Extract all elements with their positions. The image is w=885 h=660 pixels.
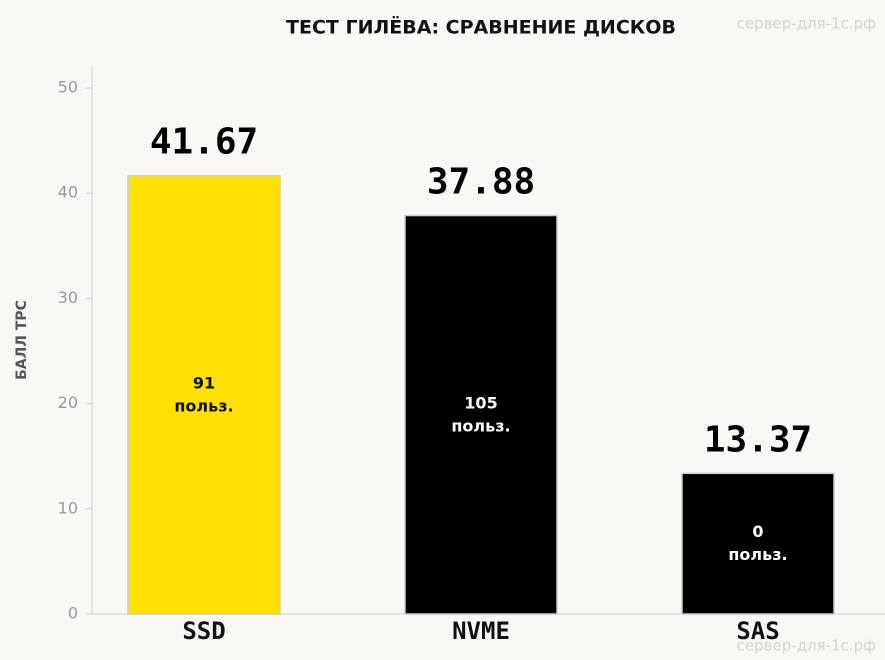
bar-note-unit: польз. [451,416,510,435]
value-label: 37.88 [427,162,535,203]
bar-note-count: 0 [752,522,763,541]
bar-note-unit: польз. [174,396,233,415]
value-label: 41.67 [150,122,258,163]
bar-note-count: 91 [193,373,215,392]
watermark: сервер-для-1с.рф [737,637,876,655]
chart-title: ТЕСТ ГИЛЁВА: СРАВНЕНИЕ ДИСКОВ [286,15,676,39]
watermark: сервер-для-1с.рф [737,15,876,33]
y-tick-label: 30 [58,288,78,307]
bar [127,174,281,615]
bar-note-count: 105 [464,393,497,412]
x-tick-label: NVME [452,617,510,645]
y-tick-label: 40 [58,183,78,202]
y-axis-label: БАЛЛ TPC [14,300,30,380]
bar [404,214,558,615]
y-tick-label: 20 [58,393,78,412]
y-tick-label: 0 [68,604,78,623]
y-tick-label: 50 [58,78,78,97]
x-tick-label: SAS [736,617,779,645]
bar-note-unit: польз. [728,545,787,564]
x-tick-label: SSD [182,617,225,645]
bar [681,472,835,615]
y-tick-label: 10 [58,498,78,517]
value-label: 13.37 [704,419,812,460]
